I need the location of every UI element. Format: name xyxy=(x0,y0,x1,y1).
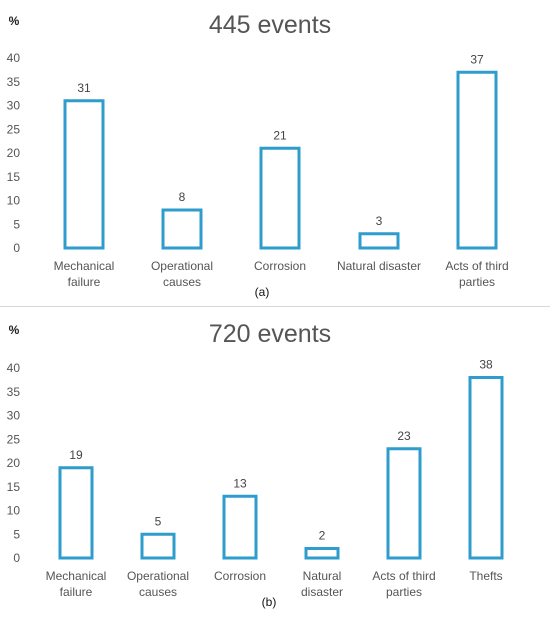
chart-0-ytick-8: 40 xyxy=(7,51,21,65)
chart-1-data-label-1: 5 xyxy=(155,514,162,528)
chart-1-data-label-3: 2 xyxy=(319,529,326,543)
panel-divider xyxy=(0,306,550,307)
chart-1-title: 720 events xyxy=(209,320,331,348)
chart-1-ylabel: % xyxy=(9,323,20,337)
chart-0-ytick-6: 30 xyxy=(7,99,21,113)
chart-1-bar-1 xyxy=(140,532,176,560)
chart-1-ytick-2: 10 xyxy=(7,504,21,518)
chart-1-category-label-1: Operational causes xyxy=(127,569,189,599)
chart-0-title: 445 events xyxy=(209,11,331,39)
chart-1-ytick-5: 25 xyxy=(7,432,21,446)
chart-0-category-label-4: Acts of third parties xyxy=(445,259,508,289)
chart-0-data-label-1: 8 xyxy=(179,190,186,204)
chart-1-ytick-6: 30 xyxy=(7,409,21,423)
chart-1-category-label-5: Thefts xyxy=(469,569,502,583)
chart-0-ytick-4: 20 xyxy=(7,146,21,160)
chart-1-category-label-0: Mechanical failure xyxy=(46,569,107,599)
chart-0-data-label-0: 31 xyxy=(77,81,91,95)
chart-1-ytick-7: 35 xyxy=(7,385,21,399)
chart-1-bar-5 xyxy=(468,376,504,560)
chart-1-data-label-5: 38 xyxy=(479,358,493,372)
chart-1-category-label-4: Acts of third parties xyxy=(372,569,435,599)
chart-1-bar-0 xyxy=(58,466,94,560)
chart-1-ytick-1: 5 xyxy=(13,527,20,541)
chart-0-data-label-2: 21 xyxy=(273,128,287,142)
chart-0-bar-1 xyxy=(161,208,203,250)
chart-1-ytick-8: 40 xyxy=(7,361,21,375)
chart-0-ytick-2: 10 xyxy=(7,194,21,208)
chart-0-category-label-3: Natural disaster xyxy=(337,259,421,273)
chart-0-bar-0 xyxy=(63,99,105,250)
chart-0-ytick-5: 25 xyxy=(7,122,21,136)
chart-0-bar-4 xyxy=(456,70,498,250)
chart-0-category-label-0: Mechanical failure xyxy=(54,259,115,289)
chart-0-ytick-3: 15 xyxy=(7,170,21,184)
chart-1-bar-3 xyxy=(304,547,340,560)
chart-0-ytick-7: 35 xyxy=(7,75,21,89)
chart-0-ytick-0: 0 xyxy=(13,241,20,255)
chart-1-category-label-3: Natural disaster xyxy=(301,569,343,599)
chart-0-ylabel: % xyxy=(9,14,20,28)
chart-0-bar-3 xyxy=(358,232,400,250)
chart-1-bar-2 xyxy=(222,494,258,560)
chart-1-data-label-0: 19 xyxy=(69,448,83,462)
chart-1-ytick-3: 15 xyxy=(7,480,21,494)
chart-1-category-label-2: Corrosion xyxy=(214,569,266,583)
chart-1-ytick-4: 20 xyxy=(7,456,21,470)
chart-0-category-label-1: Operational causes xyxy=(151,259,213,289)
chart-0-data-label-4: 37 xyxy=(470,52,484,66)
chart-1-data-label-4: 23 xyxy=(397,429,411,443)
chart-1-data-label-2: 13 xyxy=(233,476,247,490)
chart-0-caption: (a) xyxy=(255,285,270,299)
chart-0-data-label-3: 3 xyxy=(376,214,383,228)
chart-1-ytick-0: 0 xyxy=(13,551,20,565)
chart-0-bar-2 xyxy=(259,146,301,250)
chart-1-bar-4 xyxy=(386,447,422,560)
chart-1-caption: (b) xyxy=(262,595,277,609)
chart-0-ytick-1: 5 xyxy=(13,217,20,231)
chart-0-category-label-2: Corrosion xyxy=(254,259,306,273)
